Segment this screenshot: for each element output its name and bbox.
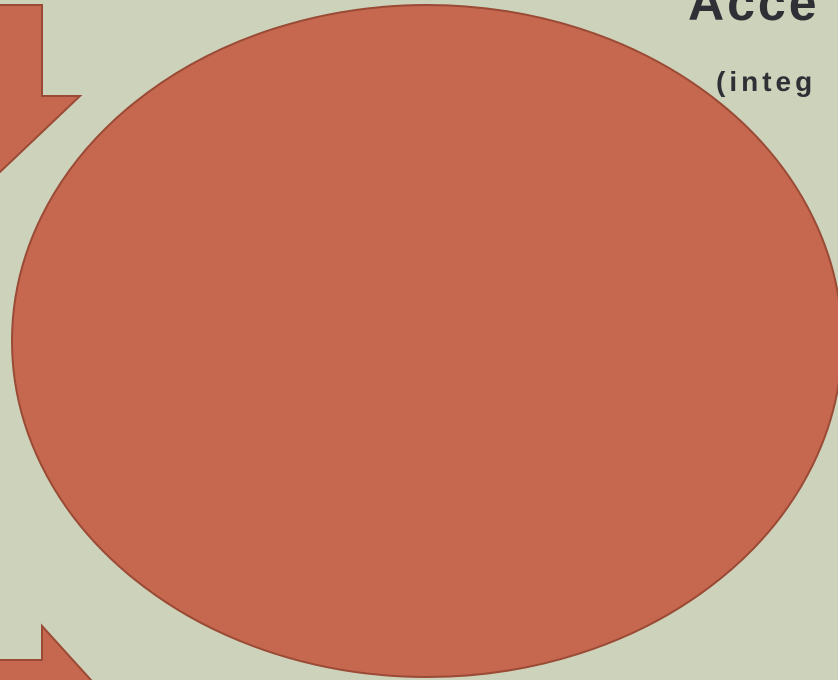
central-oval-shape xyxy=(11,4,838,678)
slide-subtitle: (integ xyxy=(716,66,817,97)
right-arrow-icon xyxy=(0,623,93,680)
down-arrow-icon xyxy=(0,4,83,173)
slide-title: Acce xyxy=(688,0,820,31)
